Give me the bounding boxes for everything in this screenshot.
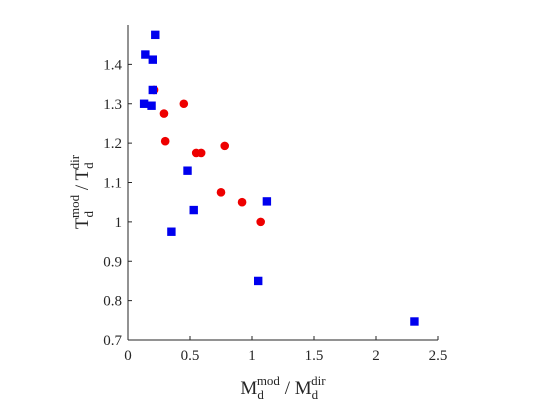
data-point-circle bbox=[196, 148, 206, 158]
data-point-circle bbox=[160, 136, 170, 146]
data-point-circle bbox=[179, 99, 189, 109]
x-axis-title-base1: M bbox=[240, 378, 257, 399]
data-point-square bbox=[410, 317, 419, 326]
data-point-square bbox=[254, 276, 263, 286]
data-point-circle bbox=[216, 188, 226, 197]
y-tick-label: 1.2 bbox=[103, 136, 122, 152]
y-tick-label: 1.1 bbox=[103, 176, 122, 192]
y-tick-label: 1.4 bbox=[103, 57, 122, 73]
y-tick-label: 0.7 bbox=[103, 333, 122, 349]
data-point-square bbox=[183, 166, 192, 175]
data-point-square bbox=[147, 101, 156, 110]
data-point-square bbox=[141, 50, 150, 59]
y-axis-title-sub2: d bbox=[81, 162, 96, 169]
x-axis-title-sub2: d bbox=[312, 387, 319, 402]
x-tick-label: 0.5 bbox=[181, 348, 200, 364]
y-axis-title-sep: / bbox=[72, 180, 93, 194]
y-axis-title-base1: T bbox=[72, 217, 93, 229]
x-axis-title-base2: M bbox=[295, 378, 312, 399]
data-point-square bbox=[139, 99, 149, 108]
y-axis-title-sub1: d bbox=[81, 211, 96, 218]
data-point-circle bbox=[256, 217, 265, 227]
data-point-square bbox=[167, 227, 176, 236]
y-tick-label: 1 bbox=[115, 215, 123, 231]
axes bbox=[127, 25, 439, 341]
data-point-square bbox=[148, 85, 157, 95]
data-point-circle bbox=[220, 141, 230, 151]
data-point-square bbox=[262, 197, 272, 206]
data-point-square bbox=[189, 205, 198, 215]
x-axis-title-sup2: dir bbox=[311, 373, 326, 388]
x-tick-label: 1.5 bbox=[305, 348, 324, 364]
data-point-circle bbox=[159, 109, 169, 118]
data-marks bbox=[139, 30, 419, 326]
x-axis-title-sup1: mod bbox=[257, 373, 281, 388]
y-axis-title: Tdmod / Tddir bbox=[67, 154, 96, 229]
y-axis-title-sup1: mod bbox=[67, 194, 82, 218]
x-axis-title-sep: / bbox=[280, 378, 295, 399]
y-tick-label: 0.9 bbox=[103, 254, 122, 270]
x-tick-label: 0 bbox=[124, 348, 132, 364]
axis-titles: Mdmod / Mddir Tdmod / Tddir bbox=[67, 154, 326, 402]
data-point-circle bbox=[237, 197, 247, 207]
data-point-square bbox=[148, 55, 157, 64]
x-axis-title: Mdmod / Mddir bbox=[240, 373, 326, 402]
x-tick-label: 1 bbox=[248, 348, 256, 364]
x-axis-title-sub1: d bbox=[257, 387, 264, 402]
x-tick-label: 2 bbox=[372, 348, 380, 364]
y-tick-label: 0.8 bbox=[103, 294, 122, 310]
y-axis-title-sup2: dir bbox=[67, 154, 82, 169]
y-tick-label: 1.3 bbox=[103, 97, 122, 113]
x-tick-label: 2.5 bbox=[429, 348, 448, 364]
tick-labels: 0 0.5 1 1.5 2 2.5 0.7 0.8 0.9 1 1.1 1.2 1.3 1.4 bbox=[103, 57, 447, 364]
data-point-square bbox=[151, 30, 160, 40]
y-axis-title-base2: T bbox=[72, 168, 93, 180]
